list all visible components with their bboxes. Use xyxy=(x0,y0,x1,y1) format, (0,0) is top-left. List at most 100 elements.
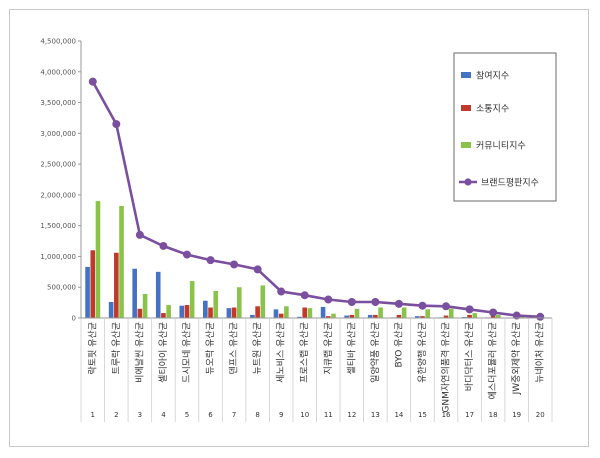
bar-3-15 xyxy=(425,309,430,318)
category-label: 뉴트원 유산균 xyxy=(252,322,263,375)
y-tick-label: 500,000 xyxy=(47,284,76,292)
y-tick-label: 3,000,000 xyxy=(40,130,76,138)
category-label: 유한양행 유산균 xyxy=(416,322,428,383)
bar-1-2 xyxy=(108,301,114,318)
y-tick-label: 4,500,000 xyxy=(40,38,76,46)
category-label: 뉴네이처 유산균 xyxy=(534,322,546,383)
category-number: 5 xyxy=(185,411,189,419)
bar-1-4 xyxy=(155,271,161,318)
category-label: 세노비스 유산균 xyxy=(276,322,287,383)
bar-3-8 xyxy=(260,285,266,318)
bar-1-6 xyxy=(203,300,208,318)
line-point-2 xyxy=(112,120,121,129)
bar-3-16 xyxy=(448,308,454,318)
category-label: 락토핏 유산균 xyxy=(86,322,98,375)
category-label: 드시모네 유산균 xyxy=(181,322,192,383)
y-tick-label: 0 xyxy=(72,315,76,323)
bar-1-10 xyxy=(297,316,302,318)
category-number: 1 xyxy=(91,411,95,419)
legend-swatch-1 xyxy=(461,72,471,78)
bar-2-2 xyxy=(114,252,119,318)
bar-3-12 xyxy=(354,308,360,318)
bar-1-9 xyxy=(273,309,279,318)
category-number: 15 xyxy=(418,411,427,419)
line-point-9 xyxy=(277,287,286,296)
bar-3-10 xyxy=(307,308,313,318)
y-tick-label: 3,500,000 xyxy=(40,99,76,107)
line-point-13 xyxy=(371,297,380,306)
bars-group xyxy=(85,201,548,318)
y-tick-label: 1,500,000 xyxy=(40,222,76,230)
bar-2-11 xyxy=(325,316,331,318)
bar-1-11 xyxy=(320,306,326,318)
line-point-10 xyxy=(300,291,309,300)
category-label: 듀오락 유산균 xyxy=(204,322,216,375)
bar-3-11 xyxy=(331,313,336,318)
bar-3-5 xyxy=(189,281,195,318)
bar-1-12 xyxy=(344,315,349,318)
bar-2-13 xyxy=(373,314,378,318)
line-series-group xyxy=(88,77,545,321)
bar-3-19 xyxy=(519,316,525,318)
category-label: GNM자연의품격 유산균 xyxy=(440,322,452,413)
category-label: 셀티아이 유산균 xyxy=(158,322,169,383)
bar-3-6 xyxy=(213,290,219,318)
bar-3-18 xyxy=(496,314,501,318)
category-number: 20 xyxy=(536,411,545,419)
brand-reputation-chart: 0 500,000 1,000,000 1,500,000 2,000,000 2,500… xyxy=(40,38,557,422)
bar-2-8 xyxy=(255,306,260,318)
category-number: 11 xyxy=(324,411,333,419)
category-label: BYO 유산균 xyxy=(393,322,404,367)
bar-2-3 xyxy=(137,308,143,318)
bar-1-8 xyxy=(250,314,255,318)
category-number: 17 xyxy=(465,411,474,419)
category-number: 12 xyxy=(347,411,356,419)
bar-2-7 xyxy=(231,307,237,318)
category-label: 에스더포뮬러 유산균 xyxy=(488,322,499,399)
bar-3-14 xyxy=(401,307,407,318)
bar-2-17 xyxy=(467,314,472,318)
category-label: 트루락 유산균 xyxy=(110,322,122,375)
bar-2-9 xyxy=(278,313,284,318)
category-number: 2 xyxy=(114,411,118,419)
bar-2-1 xyxy=(90,250,96,318)
legend-swatch-3 xyxy=(461,142,471,148)
line-point-15 xyxy=(418,301,427,310)
bar-2-12 xyxy=(349,314,355,318)
line-point-7 xyxy=(230,260,239,269)
bar-2-16 xyxy=(443,315,449,318)
line-point-5 xyxy=(182,250,191,259)
bar-1-1 xyxy=(85,266,90,318)
line-point-12 xyxy=(347,297,356,306)
line-point-6 xyxy=(206,256,215,265)
legend-marker-4 xyxy=(464,178,472,186)
legend-label-4: 브랜드평판지수 xyxy=(481,178,539,189)
legend-label-1: 참여지수 xyxy=(476,70,509,82)
line-point-20 xyxy=(536,312,545,321)
bar-1-3 xyxy=(132,268,137,318)
bar-2-18 xyxy=(490,315,496,318)
bar-3-7 xyxy=(236,287,242,318)
bar-3-9 xyxy=(284,306,289,318)
y-axis: 0 500,000 1,000,000 1,500,000 2,000,000 2,500… xyxy=(40,38,82,323)
category-number: 7 xyxy=(232,411,236,419)
category-number: 19 xyxy=(512,411,521,419)
line-point-1 xyxy=(88,77,97,86)
category-label: JW중외제약 유산균 xyxy=(510,322,522,395)
bar-3-17 xyxy=(472,313,478,318)
category-label: 바디닥터스 유산균 xyxy=(464,322,475,391)
bar-1-7 xyxy=(226,308,232,318)
category-number: 9 xyxy=(279,411,283,419)
category-number: 10 xyxy=(300,411,309,419)
bar-3-3 xyxy=(142,293,148,318)
legend-label-3: 커뮤니티지수 xyxy=(476,141,526,152)
bar-1-15 xyxy=(414,316,420,318)
line-point-11 xyxy=(324,295,333,304)
x-axis: 락토핏 유산균 1 트루락 유산균 2 비에날씬 유산균 3 셀티아이 유산균 4 드시모네 유… xyxy=(80,317,553,422)
category-label: 프로스랩 유산균 xyxy=(298,322,310,383)
bar-3-1 xyxy=(95,201,101,318)
bar-1-5 xyxy=(179,305,185,318)
category-label: 지큐랩 유산균 xyxy=(322,322,334,375)
bar-2-6 xyxy=(208,307,213,318)
